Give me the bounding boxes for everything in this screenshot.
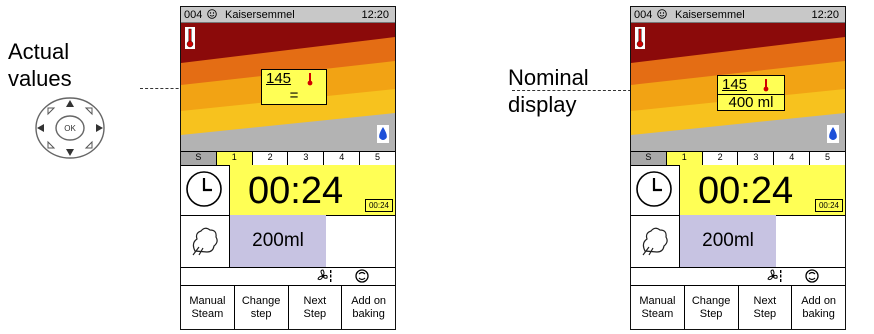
thermometer-icon [185, 27, 195, 49]
dpad-icon: OK [35, 97, 105, 159]
soft-button-row: Manual Steam Change Step Next Step Add o… [631, 285, 845, 329]
steam-amount[interactable]: 200ml [679, 215, 776, 267]
timer-row: 00:24 00:24 [181, 165, 395, 216]
temperature-secondary: = [289, 87, 299, 104]
oven-control-panel-actual: 004 Kaisersemmel 12:20 145 = [180, 6, 396, 330]
step-selector: S 1 2 3 4 5 [631, 151, 845, 166]
leader-line-nominal [512, 90, 722, 91]
smiley-icon [657, 9, 667, 19]
circulation-icon [355, 269, 369, 283]
step-4[interactable]: 4 [773, 152, 810, 165]
steam-row: 200ml [181, 215, 395, 268]
circulation-icon [805, 269, 819, 283]
temperature-readout[interactable]: 145 400 ml [717, 75, 785, 111]
step-s[interactable]: S [631, 152, 666, 165]
smiley-icon [207, 9, 217, 19]
clock-time: 12:20 [361, 9, 389, 21]
timer-value: 00:24 [698, 170, 794, 212]
step-2[interactable]: 2 [701, 152, 738, 165]
temperature-value: 145 [722, 76, 748, 93]
step-3[interactable]: 3 [737, 152, 774, 165]
panel-titlebar: 004 Kaisersemmel 12:20 [181, 7, 395, 23]
clock-time: 12:20 [811, 9, 839, 21]
steam-row: 200ml [631, 215, 845, 268]
step-4[interactable]: 4 [323, 152, 360, 165]
steam-amount[interactable]: 200ml [229, 215, 326, 267]
timer-small-value: 00:24 [365, 199, 393, 212]
timer-row: 00:24 00:24 [631, 165, 845, 216]
water-drop-icon [827, 125, 839, 143]
timer-small-value: 00:24 [815, 199, 843, 212]
temperature-value: 145 [266, 70, 292, 87]
program-number: 004 [184, 9, 203, 21]
temperature-readout[interactable]: 145 = [261, 69, 327, 105]
program-name: Kaisersemmel [675, 9, 745, 21]
step-1[interactable]: 1 [665, 152, 702, 165]
next-step-button[interactable]: Next Step [737, 285, 792, 329]
program-number: 004 [634, 9, 653, 21]
status-icon-row [181, 267, 395, 286]
step-3[interactable]: 3 [287, 152, 324, 165]
panel-titlebar: 004 Kaisersemmel 12:20 [631, 7, 845, 23]
timer-value: 00:24 [248, 170, 344, 212]
fan-icon [767, 269, 782, 282]
soft-button-row: Manual Steam Change step Next Step Add o… [181, 285, 395, 329]
dpad-ok-label: OK [64, 124, 76, 133]
water-drop-icon [377, 125, 389, 143]
thermometer-icon [635, 27, 645, 49]
add-on-baking-button[interactable]: Add on baking [341, 285, 395, 329]
temperature-secondary: 400 ml [718, 94, 784, 111]
clock-icon [186, 171, 222, 207]
status-icon-row [631, 267, 845, 286]
add-on-baking-button[interactable]: Add on baking [791, 285, 845, 329]
fan-icon [317, 269, 332, 282]
step-selector: S 1 2 3 4 5 [181, 151, 395, 166]
step-5[interactable]: 5 [809, 152, 845, 165]
thermometer-icon [763, 79, 769, 92]
program-name: Kaisersemmel [225, 9, 295, 21]
thermometer-icon [307, 73, 313, 86]
step-5[interactable]: 5 [359, 152, 395, 165]
change-step-button[interactable]: Change step [233, 285, 288, 329]
steam-icon [192, 227, 218, 256]
step-2[interactable]: 2 [251, 152, 288, 165]
oven-chamber-graphic [181, 23, 395, 151]
change-step-button[interactable]: Change Step [683, 285, 738, 329]
manual-steam-button[interactable]: Manual Steam [189, 295, 226, 320]
callout-nominal-display: Nominal display [508, 65, 589, 117]
clock-icon [636, 171, 672, 207]
timer-display[interactable]: 00:24 00:24 [679, 165, 845, 215]
step-1[interactable]: 1 [215, 152, 252, 165]
manual-steam-button[interactable]: Manual Steam [639, 295, 676, 320]
step-s[interactable]: S [181, 152, 216, 165]
timer-display[interactable]: 00:24 00:24 [229, 165, 395, 215]
next-step-button[interactable]: Next Step [287, 285, 342, 329]
oven-control-panel-nominal: 004 Kaisersemmel 12:20 145 400 ml [630, 6, 846, 330]
callout-actual-values: Actual values [8, 39, 72, 91]
steam-icon [642, 227, 668, 256]
